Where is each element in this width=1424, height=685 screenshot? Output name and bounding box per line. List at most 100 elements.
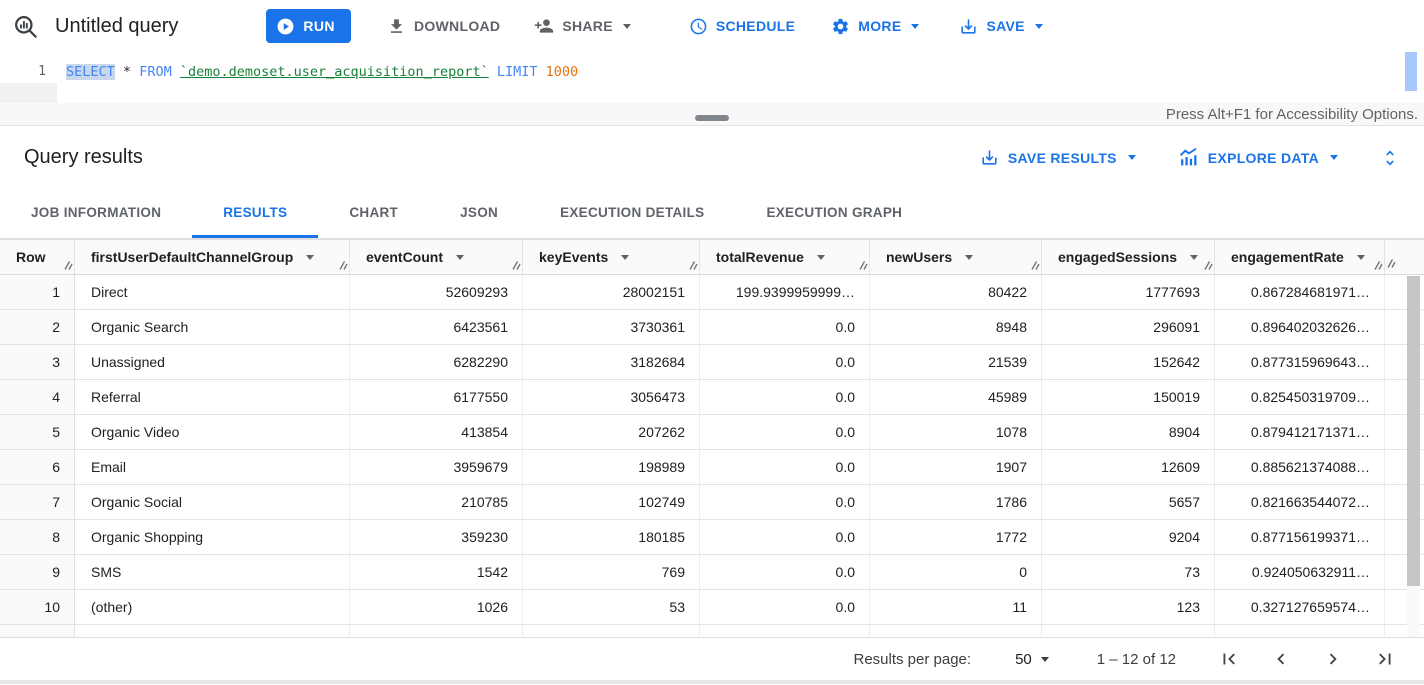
chevron-right-icon <box>1329 653 1337 665</box>
results-title: Query results <box>24 146 143 168</box>
table-row-clipped: 11Paid Social <box>0 625 1424 637</box>
save-button[interactable]: SAVE <box>959 17 1043 36</box>
column-label: engagementRate <box>1231 249 1344 265</box>
query-title: Untitled query <box>55 14 179 37</box>
splitter-handle[interactable] <box>695 115 729 121</box>
column-header-keyEvents[interactable]: keyEvents <box>523 240 700 274</box>
column-menu-caret-icon[interactable] <box>1356 254 1365 260</box>
table-cell: 0.0 <box>700 345 870 379</box>
column-menu-caret-icon[interactable] <box>816 254 825 260</box>
column-header-newUsers[interactable]: newUsers <box>870 240 1042 274</box>
scrollbar-thumb[interactable] <box>1407 276 1420 586</box>
column-resize-handle-icon[interactable] <box>511 257 521 273</box>
previous-page-button[interactable] <box>1270 648 1292 670</box>
table-cell: 28002151 <box>523 275 700 309</box>
row-number-cell: 10 <box>0 590 75 624</box>
first-page-icon <box>1223 653 1235 665</box>
table-cell: Organic Shopping <box>75 520 350 554</box>
save-results-button[interactable]: SAVE RESULTS <box>980 148 1136 167</box>
download-icon <box>387 17 406 36</box>
tab-execution-graph[interactable]: EXECUTION GRAPH <box>766 204 903 220</box>
row-number-cell: 7 <box>0 485 75 519</box>
share-label: SHARE <box>562 18 613 34</box>
column-header-totalRevenue[interactable]: totalRevenue <box>700 240 870 274</box>
table-cell: 0.879412171371… <box>1215 415 1385 449</box>
column-menu-caret-icon[interactable] <box>306 254 315 260</box>
page-range: 1 – 12 of 12 <box>1096 650 1176 668</box>
column-label: keyEvents <box>539 249 609 265</box>
sql-keyword-select: SELECT <box>66 64 115 80</box>
chevron-down-icon <box>1127 155 1136 160</box>
table-resize-handle-icon[interactable] <box>1386 255 1396 273</box>
table-cell: 207262 <box>523 415 700 449</box>
table-cell: 0.0 <box>700 380 870 414</box>
table-row: 8 Organic Shopping 359230 180185 0.0 1772 9204… <box>0 520 1424 555</box>
table-cell: 198989 <box>523 450 700 484</box>
column-header-eventCount[interactable]: eventCount <box>350 240 523 274</box>
table-cell: SMS <box>75 555 350 589</box>
column-menu-caret-icon[interactable] <box>965 254 974 260</box>
page-size-value: 50 <box>1015 650 1032 668</box>
column-header-Row: Row <box>0 240 75 274</box>
table-cell: 152642 <box>1042 345 1215 379</box>
page-size-select[interactable]: 50 <box>1015 651 1049 668</box>
explore-data-button[interactable]: EXPLORE DATA <box>1178 147 1338 168</box>
more-button[interactable]: MORE <box>831 17 920 36</box>
sql-table-reference-link[interactable]: `demo.demoset.user_acquisition_report` <box>179 64 489 80</box>
table-row: 7 Organic Social 210785 102749 0.0 1786 5657 0.… <box>0 485 1424 520</box>
last-page-icon <box>1379 653 1391 665</box>
column-header-engagedSessions[interactable]: engagedSessions <box>1042 240 1215 274</box>
tab-chart[interactable]: CHART <box>349 204 399 220</box>
sql-editor[interactable]: 1 SELECT * FROM `demo.demoset.user_acqui… <box>0 52 1424 103</box>
column-resize-handle-icon[interactable] <box>1373 257 1383 273</box>
column-resize-handle-icon[interactable] <box>1030 257 1040 273</box>
sql-code-line[interactable]: SELECT * FROM `demo.demoset.user_acquisi… <box>66 63 578 81</box>
table-cell <box>870 625 1042 637</box>
share-button[interactable]: SHARE <box>534 16 631 36</box>
column-label: eventCount <box>366 249 443 265</box>
tab-json[interactable]: JSON <box>460 204 499 220</box>
column-resize-handle-icon[interactable] <box>688 257 698 273</box>
table-cell: Referral <box>75 380 350 414</box>
column-resize-handle-icon[interactable] <box>63 257 73 273</box>
table-row: 10 (other) 1026 53 0.0 11 123 0.327127659574… <box>0 590 1424 625</box>
schedule-button[interactable]: SCHEDULE <box>689 17 795 36</box>
next-page-button[interactable] <box>1322 648 1344 670</box>
table-cell: 199.9399959999… <box>700 275 870 309</box>
column-menu-caret-icon[interactable] <box>456 254 464 260</box>
expand-results-button[interactable] <box>1380 148 1400 168</box>
download-button[interactable]: DOWNLOAD <box>387 17 500 36</box>
tab-execution-details[interactable]: EXECUTION DETAILS <box>560 204 705 220</box>
table-cell: 296091 <box>1042 310 1215 344</box>
table-cell: 6177550 <box>350 380 523 414</box>
table-cell: 0.0 <box>700 415 870 449</box>
column-header-firstUserDefaultChannelGroup[interactable]: firstUserDefaultChannelGroup <box>75 240 350 274</box>
table-cell: 0.327127659574… <box>1215 590 1385 624</box>
last-page-button[interactable] <box>1374 648 1396 670</box>
horizontal-scrollbar[interactable] <box>0 680 1424 684</box>
column-resize-handle-icon[interactable] <box>858 257 868 273</box>
column-menu-caret-icon[interactable] <box>1190 254 1199 260</box>
table-cell: 3959679 <box>350 450 523 484</box>
column-menu-caret-icon[interactable] <box>621 254 630 260</box>
table-cell: 1542 <box>350 555 523 589</box>
table-cell: 3056473 <box>523 380 700 414</box>
column-resize-handle-icon[interactable] <box>338 257 348 273</box>
chevron-down-icon <box>622 23 631 29</box>
editor-scrollbar-thumb[interactable] <box>1405 52 1417 91</box>
table-cell: 0.896402032626… <box>1215 310 1385 344</box>
play-icon <box>276 17 295 36</box>
first-page-button[interactable] <box>1218 648 1240 670</box>
table-vertical-scrollbar[interactable] <box>1407 276 1420 637</box>
column-resize-handle-icon[interactable] <box>1203 257 1213 273</box>
table-edge <box>1385 240 1424 274</box>
tab-results[interactable]: RESULTS <box>192 189 319 238</box>
column-header-engagementRate[interactable]: engagementRate <box>1215 240 1385 274</box>
table-cell: 769 <box>523 555 700 589</box>
column-label: engagedSessions <box>1058 249 1178 265</box>
run-button[interactable]: RUN <box>266 9 351 43</box>
tab-job-information[interactable]: JOB INFORMATION <box>31 204 162 220</box>
explore-data-label: EXPLORE DATA <box>1207 149 1319 166</box>
pager-controls <box>1218 648 1396 670</box>
row-number-cell: 1 <box>0 275 75 309</box>
